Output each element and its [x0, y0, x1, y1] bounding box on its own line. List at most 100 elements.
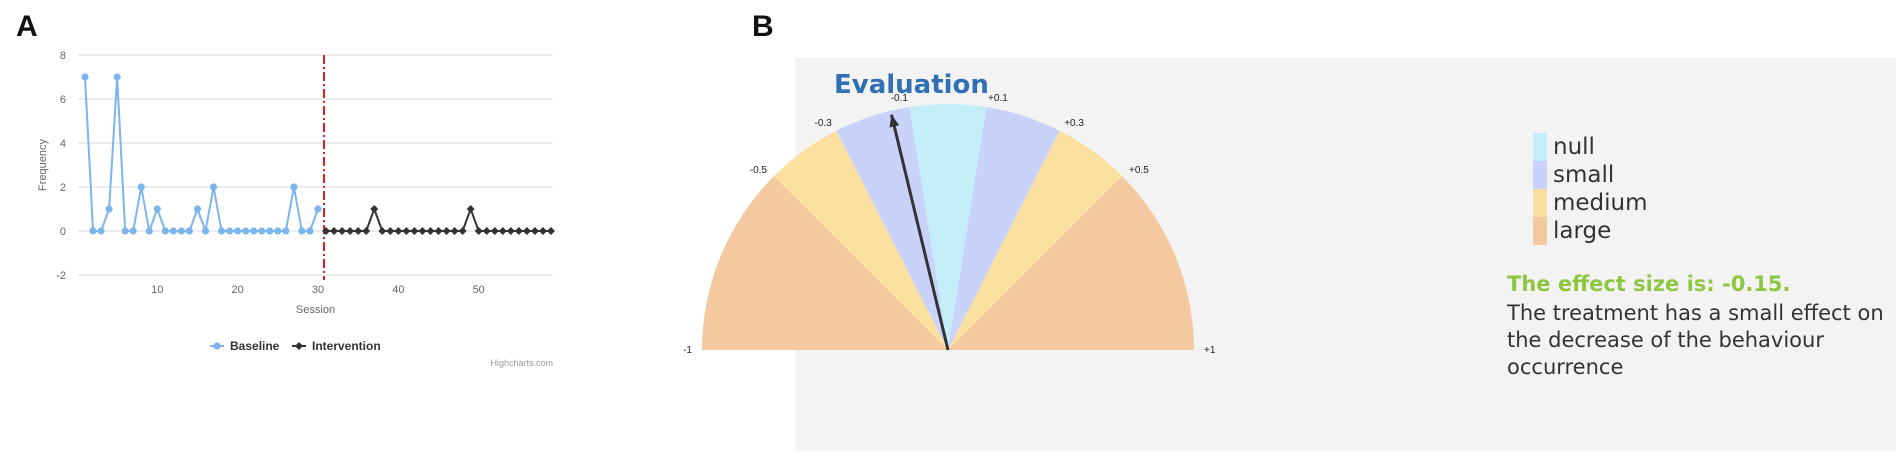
gauge-band-large — [702, 176, 948, 350]
data-point — [330, 227, 339, 235]
data-point — [105, 205, 113, 213]
legend-label: medium — [1553, 190, 1648, 216]
data-point — [169, 227, 177, 235]
data-point — [145, 227, 153, 235]
x-tick-label: 20 — [232, 284, 244, 296]
data-point — [258, 227, 266, 235]
data-point — [338, 227, 347, 235]
legend-entry: Baseline — [230, 339, 280, 353]
gauge-needle — [890, 114, 950, 351]
legend-marker — [295, 342, 303, 350]
y-tick-label: 2 — [60, 182, 66, 194]
single-case-line-chart: -2 0 2 4 6 8 10 20 30 40 50 Session Frequency Baselin… — [37, 50, 555, 368]
gauge-band-large — [948, 176, 1194, 350]
data-point — [153, 205, 161, 213]
y-tick-label: 6 — [60, 94, 66, 106]
gauge-tick-label: +1 — [1204, 345, 1216, 356]
data-point — [482, 227, 491, 235]
y-tick-label: 8 — [60, 50, 66, 62]
evaluation-title: Evaluation — [834, 70, 989, 100]
legend-item-medium: medium — [1533, 189, 1648, 217]
gauge-band-small — [836, 107, 948, 350]
panel-label-b: B — [752, 10, 774, 43]
x-tick-label: 50 — [473, 284, 485, 296]
legend-swatch — [1533, 217, 1547, 245]
legend-item-null: null — [1533, 133, 1648, 161]
data-point — [314, 205, 322, 213]
data-point — [547, 227, 555, 235]
data-point — [161, 227, 169, 235]
legend-entry: Intervention — [312, 339, 381, 353]
legend-label: null — [1553, 134, 1595, 160]
legend-swatch — [1533, 161, 1547, 189]
data-point — [322, 227, 331, 235]
x-tick-label: 10 — [151, 284, 163, 296]
data-point — [498, 227, 507, 235]
gauge-tick-label: +0.1 — [988, 93, 1008, 104]
gauge-legend: null small medium large — [1533, 133, 1648, 245]
legend-label: large — [1553, 218, 1612, 244]
data-point — [418, 227, 427, 235]
data-point — [298, 227, 306, 235]
data-point — [185, 227, 194, 235]
legend-swatch — [1533, 189, 1547, 217]
gauge-tick-label: -1 — [683, 345, 692, 356]
gauge-band-medium — [948, 130, 1122, 350]
data-point — [81, 73, 89, 81]
data-point — [394, 227, 403, 235]
chart-legend: Baseline Intervention — [210, 339, 381, 353]
data-point — [193, 205, 202, 213]
data-point — [137, 183, 145, 191]
data-point — [426, 227, 435, 235]
y-tick-label: 4 — [60, 138, 66, 150]
data-point — [386, 227, 395, 235]
legend-marker — [213, 342, 221, 350]
y-tick-label: 0 — [60, 226, 66, 238]
data-point — [538, 227, 547, 235]
data-point — [466, 205, 475, 213]
data-point — [370, 205, 379, 213]
data-point — [458, 227, 467, 235]
data-point — [266, 227, 274, 235]
data-point — [234, 227, 242, 235]
data-point — [362, 227, 371, 235]
data-point — [290, 183, 298, 191]
legend-label: small — [1553, 162, 1615, 188]
data-point — [346, 227, 355, 235]
data-point — [209, 183, 218, 191]
data-point — [274, 227, 282, 235]
data-point — [121, 227, 129, 235]
gauge-tick-label: +0.5 — [1129, 165, 1149, 176]
x-tick-label: 30 — [312, 284, 324, 296]
data-point — [177, 227, 186, 235]
gauge-tick-label: -0.1 — [891, 93, 909, 104]
data-point — [474, 227, 483, 235]
data-point — [354, 227, 363, 235]
data-point — [442, 227, 451, 235]
chart-credit: Highcharts.com — [490, 358, 553, 368]
y-tick-label: -2 — [56, 270, 66, 282]
data-point — [402, 227, 411, 235]
data-point — [282, 227, 290, 235]
data-point — [506, 227, 515, 235]
data-point — [226, 227, 234, 235]
legend-item-small: small — [1533, 161, 1648, 189]
data-point — [242, 227, 250, 235]
gauge-needle-head — [889, 114, 900, 128]
data-point — [306, 227, 314, 235]
data-point — [217, 227, 226, 235]
gauge-band-small — [948, 107, 1060, 350]
panel-label-a: A — [16, 10, 38, 43]
legend-item-large: large — [1533, 217, 1648, 245]
data-point — [514, 227, 523, 235]
data-point — [450, 227, 459, 235]
gauge-tick-label: +0.3 — [1064, 118, 1084, 129]
data-point — [530, 227, 539, 235]
data-point — [129, 227, 137, 235]
data-point — [113, 73, 121, 81]
data-point — [97, 227, 105, 235]
data-point — [490, 227, 499, 235]
data-point — [410, 227, 419, 235]
gauge-band-medium — [774, 130, 948, 350]
